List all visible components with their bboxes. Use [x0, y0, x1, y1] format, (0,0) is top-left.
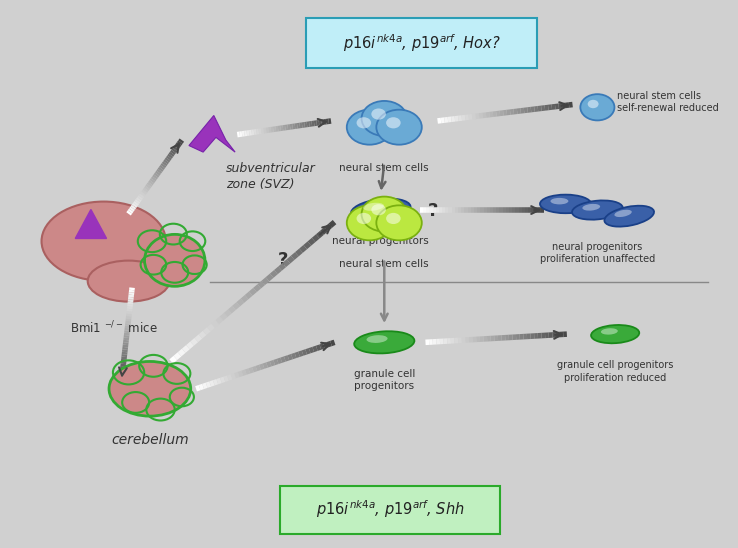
Text: cerebellum: cerebellum — [111, 432, 189, 447]
Text: neural progenitors: neural progenitors — [332, 236, 429, 246]
Circle shape — [386, 117, 401, 128]
Circle shape — [356, 117, 371, 128]
Text: subventricular
zone (SVZ): subventricular zone (SVZ) — [226, 162, 316, 191]
Circle shape — [347, 206, 392, 241]
Ellipse shape — [551, 198, 568, 204]
Text: ?: ? — [278, 252, 289, 269]
Text: Bmi1 $^{-/-}$ mice: Bmi1 $^{-/-}$ mice — [71, 319, 158, 336]
Ellipse shape — [88, 261, 170, 301]
Circle shape — [386, 213, 401, 224]
Ellipse shape — [615, 210, 632, 217]
Text: neural progenitors
proliferation unaffected: neural progenitors proliferation unaffec… — [539, 242, 655, 264]
Circle shape — [376, 110, 422, 145]
Ellipse shape — [41, 202, 166, 281]
Circle shape — [362, 101, 407, 136]
Circle shape — [362, 197, 407, 232]
Polygon shape — [75, 209, 106, 238]
Ellipse shape — [572, 201, 623, 220]
Circle shape — [587, 100, 599, 108]
Circle shape — [371, 204, 386, 215]
Ellipse shape — [540, 195, 591, 213]
Circle shape — [376, 206, 422, 241]
FancyBboxPatch shape — [280, 486, 500, 534]
Ellipse shape — [582, 204, 600, 210]
Ellipse shape — [604, 206, 654, 227]
Ellipse shape — [601, 328, 618, 335]
Ellipse shape — [351, 198, 410, 221]
Text: granule cell
progenitors: granule cell progenitors — [354, 369, 415, 391]
Text: $p16i^{nk4a}$, $p19^{arf}$, Shh: $p16i^{nk4a}$, $p19^{arf}$, Shh — [316, 499, 464, 521]
Text: neural stem cells: neural stem cells — [339, 163, 429, 173]
Ellipse shape — [367, 335, 387, 343]
Circle shape — [580, 94, 615, 121]
Text: neural stem cells
self-renewal reduced: neural stem cells self-renewal reduced — [617, 90, 719, 113]
Circle shape — [356, 213, 371, 224]
Text: granule cell progenitors
proliferation reduced: granule cell progenitors proliferation r… — [557, 361, 673, 383]
Ellipse shape — [109, 362, 190, 416]
Text: ?: ? — [427, 202, 438, 220]
Text: neural stem cells: neural stem cells — [339, 259, 429, 269]
Circle shape — [347, 110, 392, 145]
Ellipse shape — [354, 331, 415, 353]
Text: $p16i^{nk4a}$, $p19^{arf}$, Hox?: $p16i^{nk4a}$, $p19^{arf}$, Hox? — [343, 32, 501, 54]
Ellipse shape — [363, 203, 384, 211]
Ellipse shape — [145, 235, 205, 286]
FancyBboxPatch shape — [306, 18, 537, 68]
Polygon shape — [189, 116, 235, 152]
Ellipse shape — [591, 325, 639, 343]
Circle shape — [371, 109, 386, 119]
